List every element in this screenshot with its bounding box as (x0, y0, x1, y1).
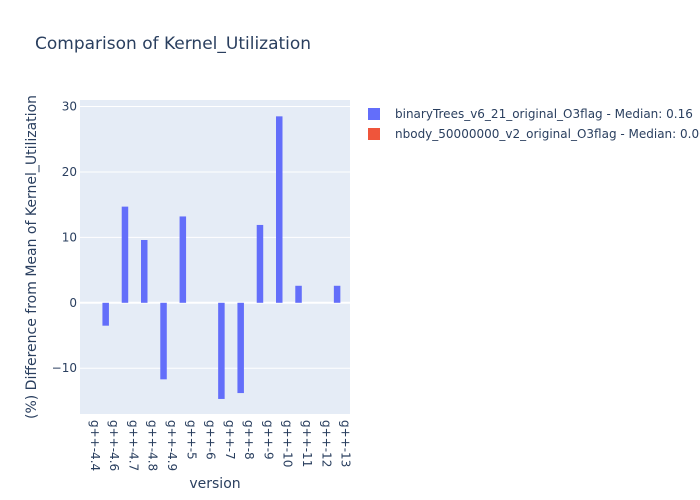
x-tick-label: g++-10 (281, 420, 295, 467)
x-tick-label: g++-8 (242, 420, 256, 460)
legend-item-series-2[interactable]: nbody_50000000_v2_original_O3flag - Medi… (368, 124, 700, 144)
legend-label-series-1: binaryTrees_v6_21_original_O3flag - Medi… (395, 107, 693, 121)
plot-background (80, 100, 350, 414)
y-tick-label: 0 (69, 296, 77, 310)
x-tick-label: g++-11 (300, 420, 314, 467)
bar-g++-8[interactable] (237, 302, 244, 394)
bar-g++-13[interactable] (333, 285, 341, 303)
bar-g++-10[interactable] (276, 116, 283, 303)
x-tick-label: g++-4.6 (107, 420, 121, 471)
x-tick-label: g++-7 (223, 420, 237, 460)
gridlines (80, 106, 350, 369)
x-tick-label: g++-13 (339, 420, 353, 467)
y-tick-label: 20 (62, 165, 77, 179)
x-axis-title: version (189, 476, 240, 492)
chart-title: Comparison of Kernel_Utilization (35, 34, 312, 54)
x-tick-label: g++-12 (319, 420, 333, 467)
x-tick-label: g++-4.8 (146, 420, 160, 471)
x-tick-label: g++-4.9 (165, 420, 179, 471)
legend-swatch-series-2 (368, 128, 380, 140)
bars (102, 116, 341, 399)
bar-g++-7[interactable] (218, 302, 225, 399)
bar-g++-9[interactable] (256, 224, 264, 303)
bar-g++-11[interactable] (295, 285, 302, 303)
x-tick-label: g++-9 (261, 420, 275, 460)
x-tick-labels: g++-4.4 g++-4.6 g++-4.7 g++-4.8 g++-4.9 g++-5… (88, 420, 353, 471)
x-tick-label: g++-4.7 (126, 420, 140, 471)
legend-label-series-2: nbody_50000000_v2_original_O3flag - Medi… (395, 127, 700, 141)
y-tick-labels: −10 0 10 20 30 (52, 100, 77, 376)
bar-g++-5[interactable] (179, 216, 187, 303)
y-tick-label: −10 (52, 361, 77, 375)
bar-g++-4.6[interactable] (102, 302, 109, 326)
bar-g++-4.9[interactable] (160, 302, 167, 380)
bar-g++-4.7[interactable] (121, 206, 129, 303)
x-tick-label: g++-6 (204, 420, 218, 460)
y-tick-label: 30 (62, 100, 77, 114)
legend-swatch-series-1 (368, 108, 380, 120)
legend-item-series-1[interactable]: binaryTrees_v6_21_original_O3flag - Medi… (368, 104, 700, 124)
y-axis-title: (%) Difference from Mean of Kernel_Utili… (24, 95, 40, 419)
x-tick-label: g++-4.4 (88, 420, 102, 471)
legend: binaryTrees_v6_21_original_O3flag - Medi… (368, 104, 700, 144)
y-tick-label: 10 (62, 230, 77, 244)
x-tick-label: g++-5 (184, 420, 198, 460)
bar-g++-4.8[interactable] (141, 239, 148, 303)
